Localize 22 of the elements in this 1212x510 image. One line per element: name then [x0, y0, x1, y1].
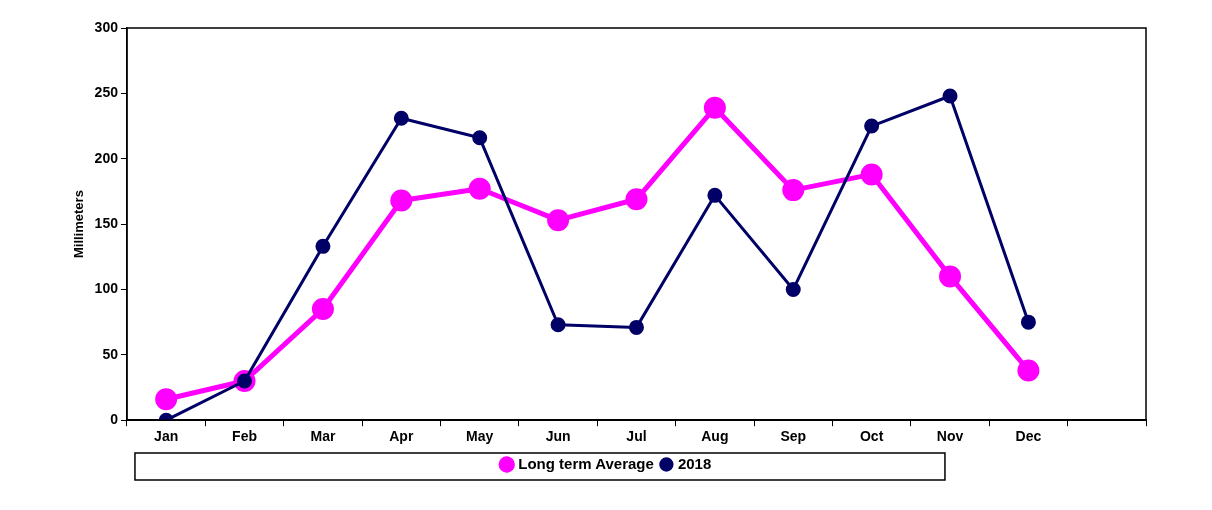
x-tick-label: Jul — [626, 428, 647, 445]
legend-label: 2018 — [677, 454, 712, 472]
x-tick-label: Jun — [545, 428, 571, 445]
y-tick-label: 300 — [94, 18, 119, 35]
legend-label: Long term Average — [518, 454, 654, 472]
x-tick-label: Aug — [701, 428, 729, 445]
x-tick-label: Dec — [1015, 428, 1042, 445]
y-tick-label: 100 — [94, 280, 119, 297]
y-axis-title: Millimeters — [71, 190, 87, 259]
x-tick-label: Feb — [232, 428, 257, 445]
y-tick-label: 250 — [94, 84, 119, 101]
x-tick-label: Apr — [389, 428, 414, 445]
y-tick-label: 0 — [110, 411, 119, 428]
x-tick-label: Oct — [859, 428, 884, 445]
x-tick-label: Mar — [310, 428, 336, 445]
x-tick-label: Nov — [936, 428, 964, 445]
x-tick-label: May — [466, 428, 494, 445]
y-tick-label: 50 — [102, 345, 119, 362]
x-tick-label: Jan — [154, 428, 179, 445]
x-tick-label: Sep — [780, 428, 807, 445]
y-tick-label: 200 — [94, 149, 119, 166]
y-tick-label: 150 — [94, 214, 119, 231]
